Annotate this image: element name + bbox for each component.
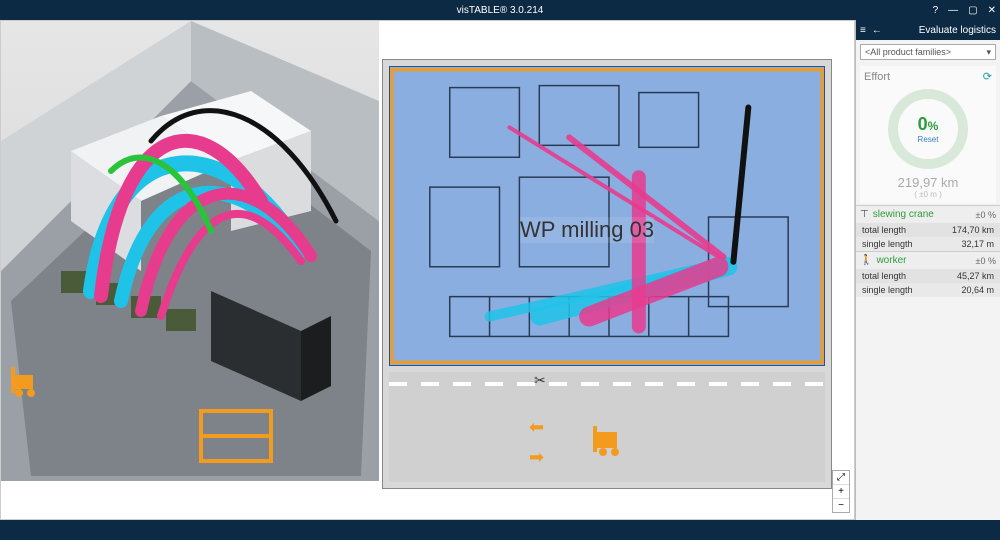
viewport-3d-svg [1,21,379,481]
hamburger-icon[interactable]: ≡ [860,25,866,36]
side-panel: ≡ ← Evaluate logistics <All product fami… [855,20,1000,520]
metric-label: total length [862,225,906,235]
maximize-icon[interactable]: ▢ [968,5,977,16]
effort-percent: 0% [918,114,939,135]
effort-block: Effort ⟳ 0% Reset 219,97 km ( ±0 m ) [860,66,996,203]
canvas-area: ▸ [0,20,855,520]
zoom-in-button[interactable]: + [833,485,849,499]
zoom-out-button[interactable]: − [833,499,849,512]
metric-row: total length 45,27 km [856,269,1000,283]
window-controls: ? — ▢ ✕ [933,5,996,16]
effort-reset-link[interactable]: Reset [918,135,939,144]
metric-label: single length [862,239,913,249]
product-family-value: <All product families> [865,47,951,57]
metric-delta: ±0 % [976,256,996,266]
viewport-3d[interactable] [1,21,379,481]
workplace-label: WP milling 03 [520,217,654,243]
chevron-down-icon: ▾ [986,47,991,58]
effort-title: Effort [864,71,890,83]
metric-group-worker: 🚶 worker ±0 % total length 45,27 km sing… [856,251,1000,297]
worker-icon: 🚶 [860,255,872,266]
help-icon[interactable]: ? [933,5,939,16]
metric-row: total length 174,70 km [856,223,1000,237]
product-family-select[interactable]: <All product families> ▾ [860,44,996,60]
metric-value: 32,17 m [961,239,994,249]
metric-value: 174,70 km [952,225,994,235]
metric-label: total length [862,271,906,281]
metric-value: 45,27 km [957,271,994,281]
metric-value: 20,64 m [961,285,994,295]
road-area: ✂ ⬅ ➡ [389,372,825,482]
forklift-2d-icon [589,422,629,462]
metric-delta: ±0 % [976,210,996,220]
side-panel-title: Evaluate logistics [919,25,996,36]
workspace: ▸ [0,20,1000,520]
direction-arrow-left-icon: ⬅ [529,417,544,438]
metric-row: single length 32,17 m [856,237,1000,251]
crane-icon: ⊤ [860,209,869,220]
zoom-controls: ⤢ + − [832,470,850,513]
metric-label: single length [862,285,913,295]
close-icon[interactable]: ✕ [988,5,996,16]
metric-row: single length 20,64 m [856,283,1000,297]
metric-name: slewing crane [873,209,934,220]
effort-distance: 219,97 km [864,175,992,190]
title-bar: visTABLE® 3.0.214 ? — ▢ ✕ [0,0,1000,20]
refresh-icon[interactable]: ⟳ [983,70,992,83]
effort-delta: ( ±0 m ) [864,190,992,199]
minimize-icon[interactable]: — [948,5,958,16]
metric-group-crane: ⊤ slewing crane ±0 % total length 174,70… [856,205,1000,251]
effort-ring: 0% Reset [888,89,968,169]
app-title: visTABLE® 3.0.214 [457,5,544,16]
scissors-icon: ✂ [534,372,546,389]
metric-name: worker [876,255,906,266]
status-bar [0,520,1000,540]
forklift-icon [9,361,49,401]
side-panel-header: ≡ ← Evaluate logistics [856,20,1000,40]
direction-arrow-right-icon: ➡ [529,447,544,468]
back-icon[interactable]: ← [872,25,882,36]
floorplan: WP milling 03 [389,66,825,366]
road-dash [389,382,825,386]
zoom-fit-button[interactable]: ⤢ [833,471,849,485]
viewport-2d[interactable]: WP milling 03 ✂ ⬅ ➡ [382,59,832,489]
